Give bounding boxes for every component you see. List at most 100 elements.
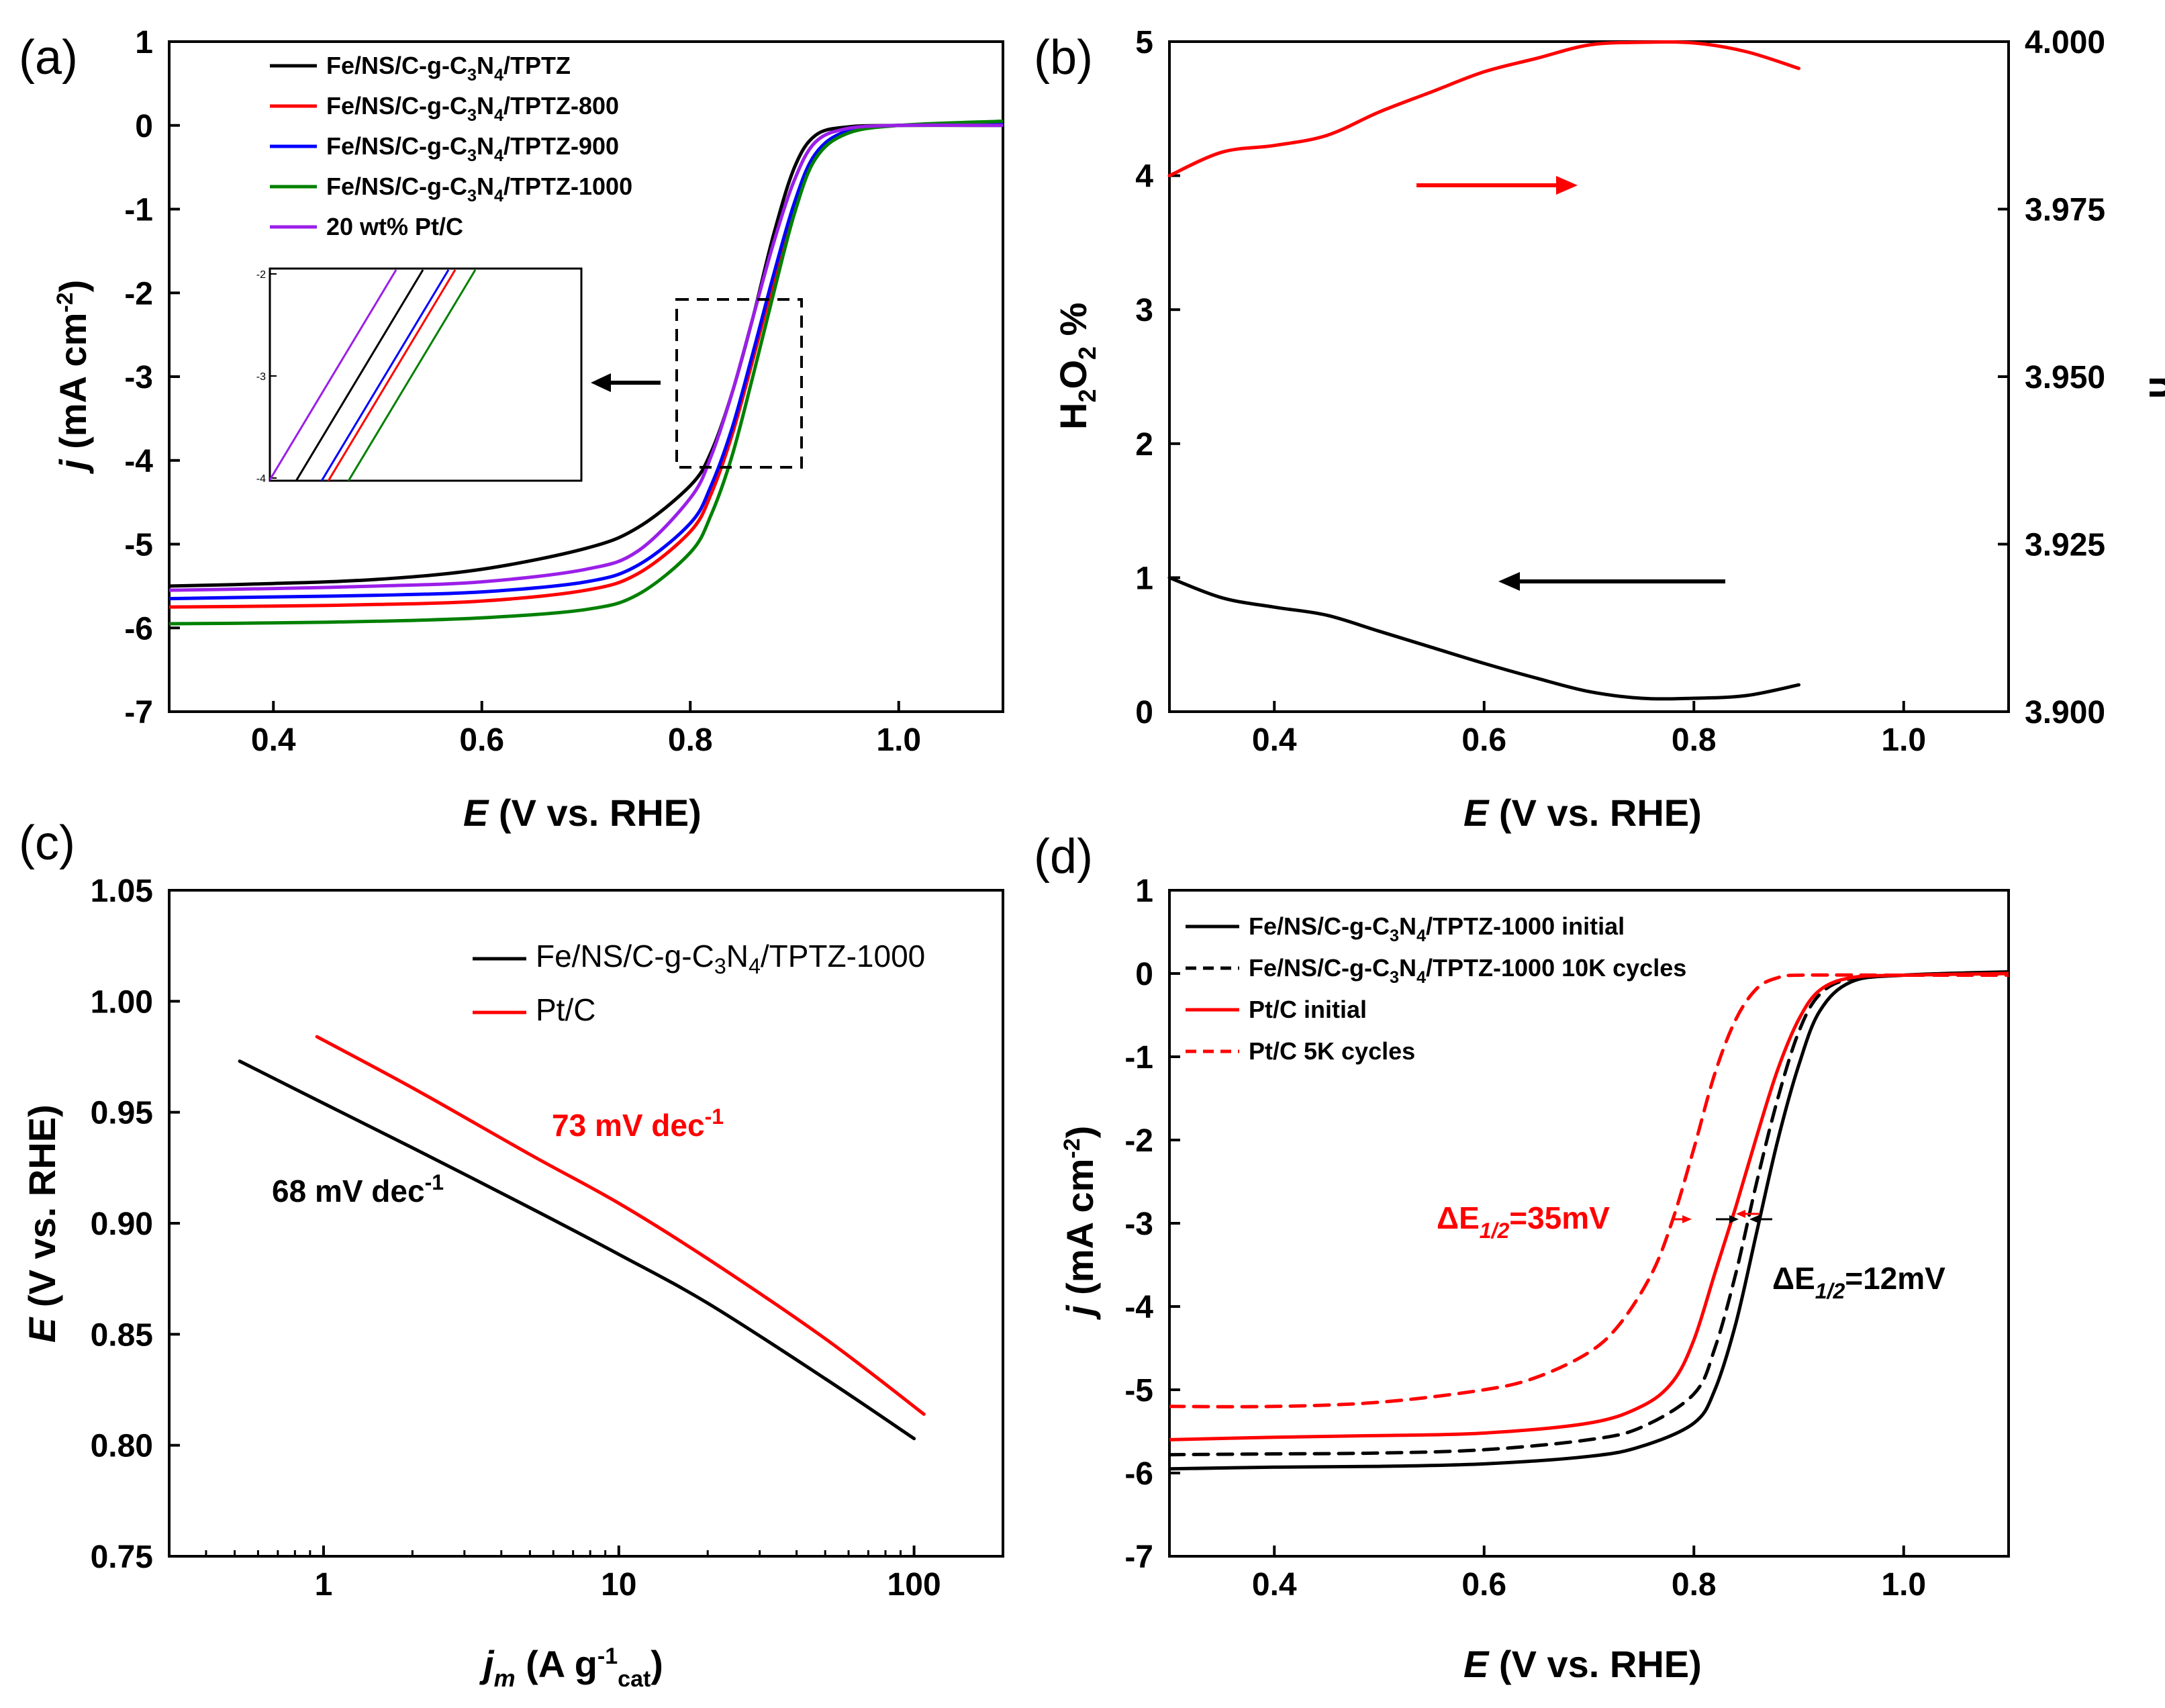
panel-c-annot-fe: 68 mV dec-1 — [272, 1170, 444, 1208]
panel-a-xtick-label: 0.4 — [251, 722, 296, 758]
panel-a-ytick-label: -3 — [124, 360, 153, 395]
panel-b-left-ytick-label: 4 — [1135, 159, 1153, 195]
panel-d-ytick-label: 1 — [1135, 873, 1153, 909]
panel-b-left-ytick-label: 5 — [1135, 25, 1153, 60]
panel-b-left-ytick-label: 1 — [1135, 561, 1153, 596]
panel-a-inset-series — [270, 269, 397, 481]
panel-b-xtick-label: 0.4 — [1252, 722, 1297, 758]
panel-a-series-fe-ns-c-g-c3n4-tptz-1000 — [169, 120, 1003, 626]
panel-c-legend: Fe/NS/C-g-C3N4/TPTZ-1000 Pt/C — [473, 939, 925, 1027]
panel-d-xtick-label: 0.8 — [1672, 1567, 1717, 1603]
panel-c-xtick-label: 100 — [887, 1567, 941, 1603]
panel-a-ytick-label: 0 — [135, 109, 153, 144]
panel-d-arrows — [1672, 1210, 1772, 1223]
panel-d-annot-ptc: ΔE1/2=35mV — [1437, 1200, 1610, 1243]
panel-c-ytick-label: 0.75 — [91, 1539, 153, 1575]
panel-b-arrow-right — [1416, 176, 1578, 195]
panel-d-series-fe-ns-c-g-c3n4-tptz-1000-initial — [1169, 970, 2009, 1471]
panel-a-inset-series — [320, 269, 450, 481]
panel-a-legend-4-label: 20 wt% Pt/C — [326, 213, 463, 240]
panel-d-ytick-label: -1 — [1124, 1040, 1153, 1076]
panel-a-letter: (a) — [19, 31, 78, 85]
panel-d-ytick-label: -7 — [1124, 1539, 1153, 1575]
panel-d-legend-2-label: Pt/C initial — [1249, 996, 1367, 1023]
panel-a-ytick-label: -5 — [124, 528, 153, 563]
panel-d-series-pt-c-initial — [1169, 971, 2009, 1441]
panel-d-series-fe-ns-c-g-c3n4-tptz-1000-10k-cycles — [1169, 971, 2009, 1457]
panel-b-right-ytick-label: 3.975 — [2025, 193, 2105, 228]
panel-c-ytick-label: 1.00 — [91, 984, 153, 1020]
panel-c-series-pt-c — [315, 1035, 926, 1416]
panel-d-annot-fe: ΔE1/2=12mV — [1772, 1261, 1945, 1303]
panel-b-xtick-label: 0.6 — [1461, 722, 1506, 758]
panel-a-xlabel: E (V vs. RHE) — [463, 792, 702, 834]
panel-a-ytick-label: -7 — [124, 695, 153, 730]
panel-a-inset-ytick-label: -2 — [256, 269, 266, 281]
panel-a-ytick-label: -4 — [124, 444, 153, 479]
panel-a-inset-series — [347, 269, 477, 481]
panel-d-legend-0-label: Fe/NS/C-g-C3N4/TPTZ-1000 initial — [1249, 912, 1625, 945]
panel-d-series-pt-c-5k-cycles — [1169, 973, 2009, 1409]
panel-d-ytick-label: -6 — [1124, 1456, 1153, 1492]
panel-a-inset-frame — [269, 267, 583, 482]
panel-d: (d) 0.4 0.6 0.8 1.0 1 0 -1 -2 -3 -4 -5 -6 -7 j (mA … — [1034, 830, 2010, 1685]
panel-b-right-ytick-label: 3.925 — [2025, 528, 2105, 563]
panel-b-right-ytick-label: 3.900 — [2025, 695, 2105, 730]
panel-b-series-n — [1167, 40, 1800, 178]
panel-c-ytick-label: 0.95 — [91, 1096, 153, 1131]
panel-d-ytick-label: -2 — [1124, 1123, 1153, 1159]
panel-d-ylabel: j (mA cm-2) — [1059, 1126, 1101, 1321]
panel-d-legend: Fe/NS/C-g-C3N4/TPTZ-1000 initial Fe/NS/C-… — [1186, 912, 1686, 1065]
panel-b-letter: (b) — [1034, 31, 1093, 85]
panel-d-legend-1-label: Fe/NS/C-g-C3N4/TPTZ-1000 10K cycles — [1249, 954, 1686, 987]
panel-d-ytick-label: -4 — [1124, 1290, 1153, 1325]
panel-a-legend: Fe/NS/C-g-C3N4/TPTZ Fe/NS/C-g-C3N4/TPTZ-8… — [270, 52, 632, 240]
panel-a-inset-series — [295, 269, 424, 481]
panel-c-letter: (c) — [19, 816, 75, 870]
panel-b-ylabel-right: n — [2142, 376, 2165, 399]
panel-c-ylabel: E (V vs. RHE) — [21, 1104, 63, 1343]
panel-c-ytick-label: 0.85 — [91, 1317, 153, 1353]
panel-a-legend-2-label: Fe/NS/C-g-C3N4/TPTZ-900 — [326, 132, 619, 165]
panel-a-zoom-box — [675, 298, 803, 469]
panel-b-left-ytick-label: 0 — [1135, 695, 1153, 730]
panel-d-xlabel: E (V vs. RHE) — [1463, 1643, 1702, 1685]
panel-c-ytick-label: 1.05 — [91, 873, 153, 909]
panel-d-ytick-label: -3 — [1124, 1206, 1153, 1242]
panel-a-ytick-label: -2 — [124, 276, 153, 312]
panel-d-ytick-label: -5 — [1124, 1373, 1153, 1409]
panel-c-ytick-label: 0.90 — [91, 1206, 153, 1242]
panel-c-legend-1-label: Pt/C — [536, 992, 595, 1027]
panel-a-legend-0-label: Fe/NS/C-g-C3N4/TPTZ — [326, 52, 571, 85]
panel-c-xtick-label: 1 — [315, 1567, 333, 1603]
panel-d-xtick-label: 1.0 — [1881, 1567, 1926, 1603]
panel-a-xtick-label: 0.8 — [668, 722, 713, 758]
panel-c-annot-ptc: 73 mV dec-1 — [552, 1104, 724, 1143]
panel-a-inset-series — [327, 269, 456, 481]
panel-c-ytick-label: 0.80 — [91, 1429, 153, 1464]
panel-b-right-ytick-label: 4.000 — [2025, 25, 2105, 60]
panel-b-xtick-label: 0.8 — [1672, 722, 1717, 758]
panel-b-left-ytick-label: 2 — [1135, 427, 1153, 463]
panel-d-ytick-label: 0 — [1135, 957, 1153, 992]
panel-a-ytick-label: 1 — [135, 25, 153, 60]
panel-a-series-20-wt-pt-c — [169, 123, 1003, 592]
panel-a-ytick-label: -1 — [124, 193, 153, 228]
panel-b: (b) 0.4 0.6 0.8 1.0 0 1 2 3 4 5 3.900 3.925 3.950 3… — [1034, 25, 2165, 834]
panel-a-legend-3-label: Fe/NS/C-g-C3N4/TPTZ-1000 — [326, 173, 632, 205]
panel-b-series-h2o2- — [1167, 575, 1800, 701]
panel-c-legend-0-label: Fe/NS/C-g-C3N4/TPTZ-1000 — [536, 939, 925, 978]
panel-a-arrow — [591, 373, 661, 392]
panel-b-xtick-label: 1.0 — [1881, 722, 1926, 758]
panel-a-inset-ytick-label: -4 — [256, 473, 266, 485]
panel-a-inset-ytick-label: -3 — [256, 371, 266, 383]
panel-b-ylabel-left: H2O2 % — [1052, 303, 1101, 430]
panel-a-ylabel: j (mA cm-2) — [52, 280, 94, 475]
panel-a-ytick-label: -6 — [124, 611, 153, 647]
panel-b-left-ytick-label: 3 — [1135, 293, 1153, 328]
panel-d-letter: (d) — [1034, 830, 1093, 884]
panel-a-xtick-label: 1.0 — [876, 722, 921, 758]
panel-c-xlabel: jm (A g-1cat) — [479, 1643, 663, 1692]
panel-a-legend-1-label: Fe/NS/C-g-C3N4/TPTZ-800 — [326, 92, 619, 125]
